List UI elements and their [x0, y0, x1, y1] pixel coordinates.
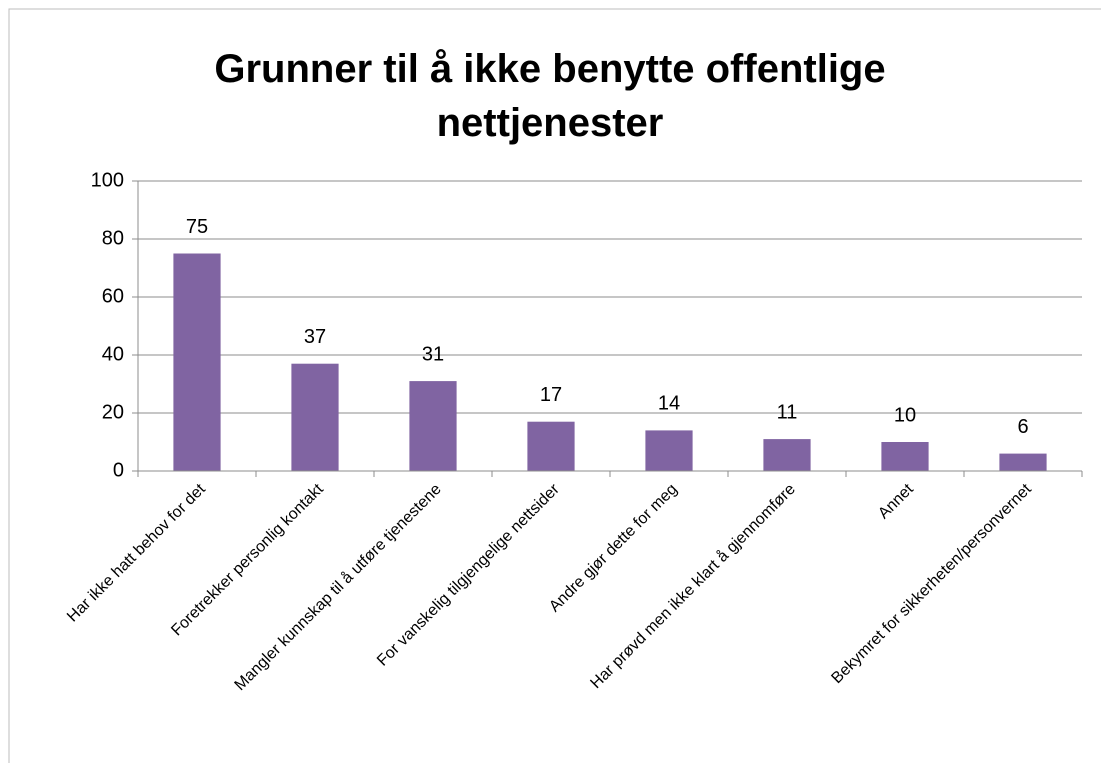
y-tick-label: 60 — [102, 285, 124, 307]
bar — [999, 453, 1047, 471]
x-tick-label: Har prøvd men ikke klart å gjennomføre — [587, 480, 799, 692]
bar — [645, 430, 693, 471]
x-tick-label: Bekymret for sikkerheten/personvernet — [828, 480, 1035, 687]
chart-title: Grunner til å ikke benytte offentlige ne… — [214, 47, 886, 145]
value-label: 6 — [1017, 416, 1028, 438]
x-tick-label: For vanskelig tilgjengelige nettsider — [374, 480, 563, 669]
bar — [527, 421, 575, 471]
value-label: 37 — [304, 326, 326, 348]
y-tick-label: 0 — [113, 459, 124, 481]
y-tick-label: 40 — [102, 343, 124, 365]
bar — [291, 363, 339, 471]
bar — [173, 253, 221, 471]
chart-frame — [8, 8, 1101, 763]
y-tick-label: 20 — [102, 401, 124, 423]
x-tick-label: Andre gjør dette for meg — [546, 481, 681, 616]
value-label: 10 — [894, 404, 916, 426]
value-label: 31 — [422, 343, 444, 365]
value-label: 14 — [658, 393, 680, 415]
value-label: 17 — [540, 384, 562, 406]
bar — [409, 381, 457, 471]
y-tick-label: 80 — [102, 227, 124, 249]
bar — [763, 439, 811, 471]
x-tick-label: Annet — [875, 480, 917, 522]
x-tick-label: Mangler kunnskap til å utføre tjenestene — [231, 480, 445, 694]
value-label: 75 — [186, 216, 208, 238]
x-tick-label: Har ikke hatt behov for det — [64, 480, 209, 625]
value-label: 11 — [777, 401, 798, 423]
bar — [881, 442, 929, 471]
y-tick-label: 100 — [91, 169, 124, 191]
